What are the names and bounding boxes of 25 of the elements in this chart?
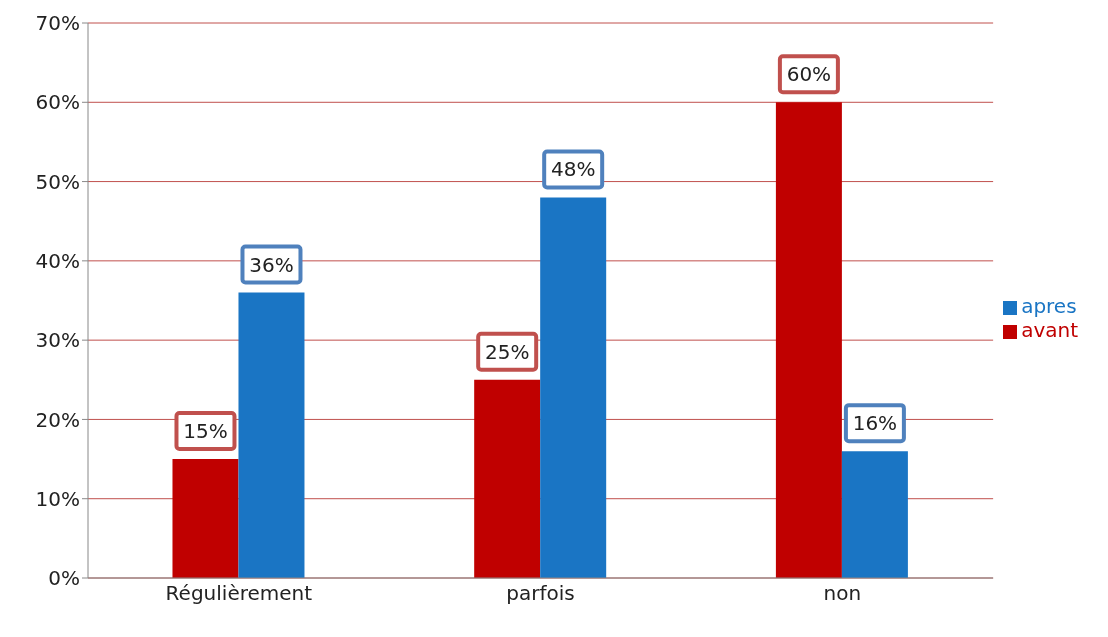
bar	[775, 102, 842, 578]
y-tick-label: 20%	[35, 407, 80, 432]
data-label: 48%	[550, 157, 596, 182]
bar	[474, 379, 541, 578]
data-label: 60%	[786, 62, 832, 87]
y-tick-label: 70%	[35, 11, 80, 36]
x-tick-label: parfois	[506, 581, 575, 606]
y-tick-label: 40%	[35, 248, 80, 273]
bar	[238, 292, 305, 578]
data-label: 25%	[484, 339, 530, 364]
data-label: 15%	[183, 419, 228, 444]
x-tick-label: non	[823, 581, 862, 606]
y-tick-label: 60%	[35, 90, 80, 115]
bar	[172, 459, 239, 578]
bar	[540, 197, 607, 578]
data-label: 16%	[852, 411, 898, 436]
legend-label: apres	[1021, 294, 1077, 318]
y-tick-label: 0%	[48, 566, 80, 591]
y-tick-label: 30%	[35, 328, 80, 353]
legend-label: avant	[1021, 318, 1078, 342]
y-tick-label: 50%	[35, 169, 80, 194]
data-label: 36%	[249, 252, 294, 277]
y-tick-label: 10%	[35, 486, 80, 511]
x-tick-label: Régulièrement	[165, 581, 313, 606]
bar	[841, 451, 908, 578]
